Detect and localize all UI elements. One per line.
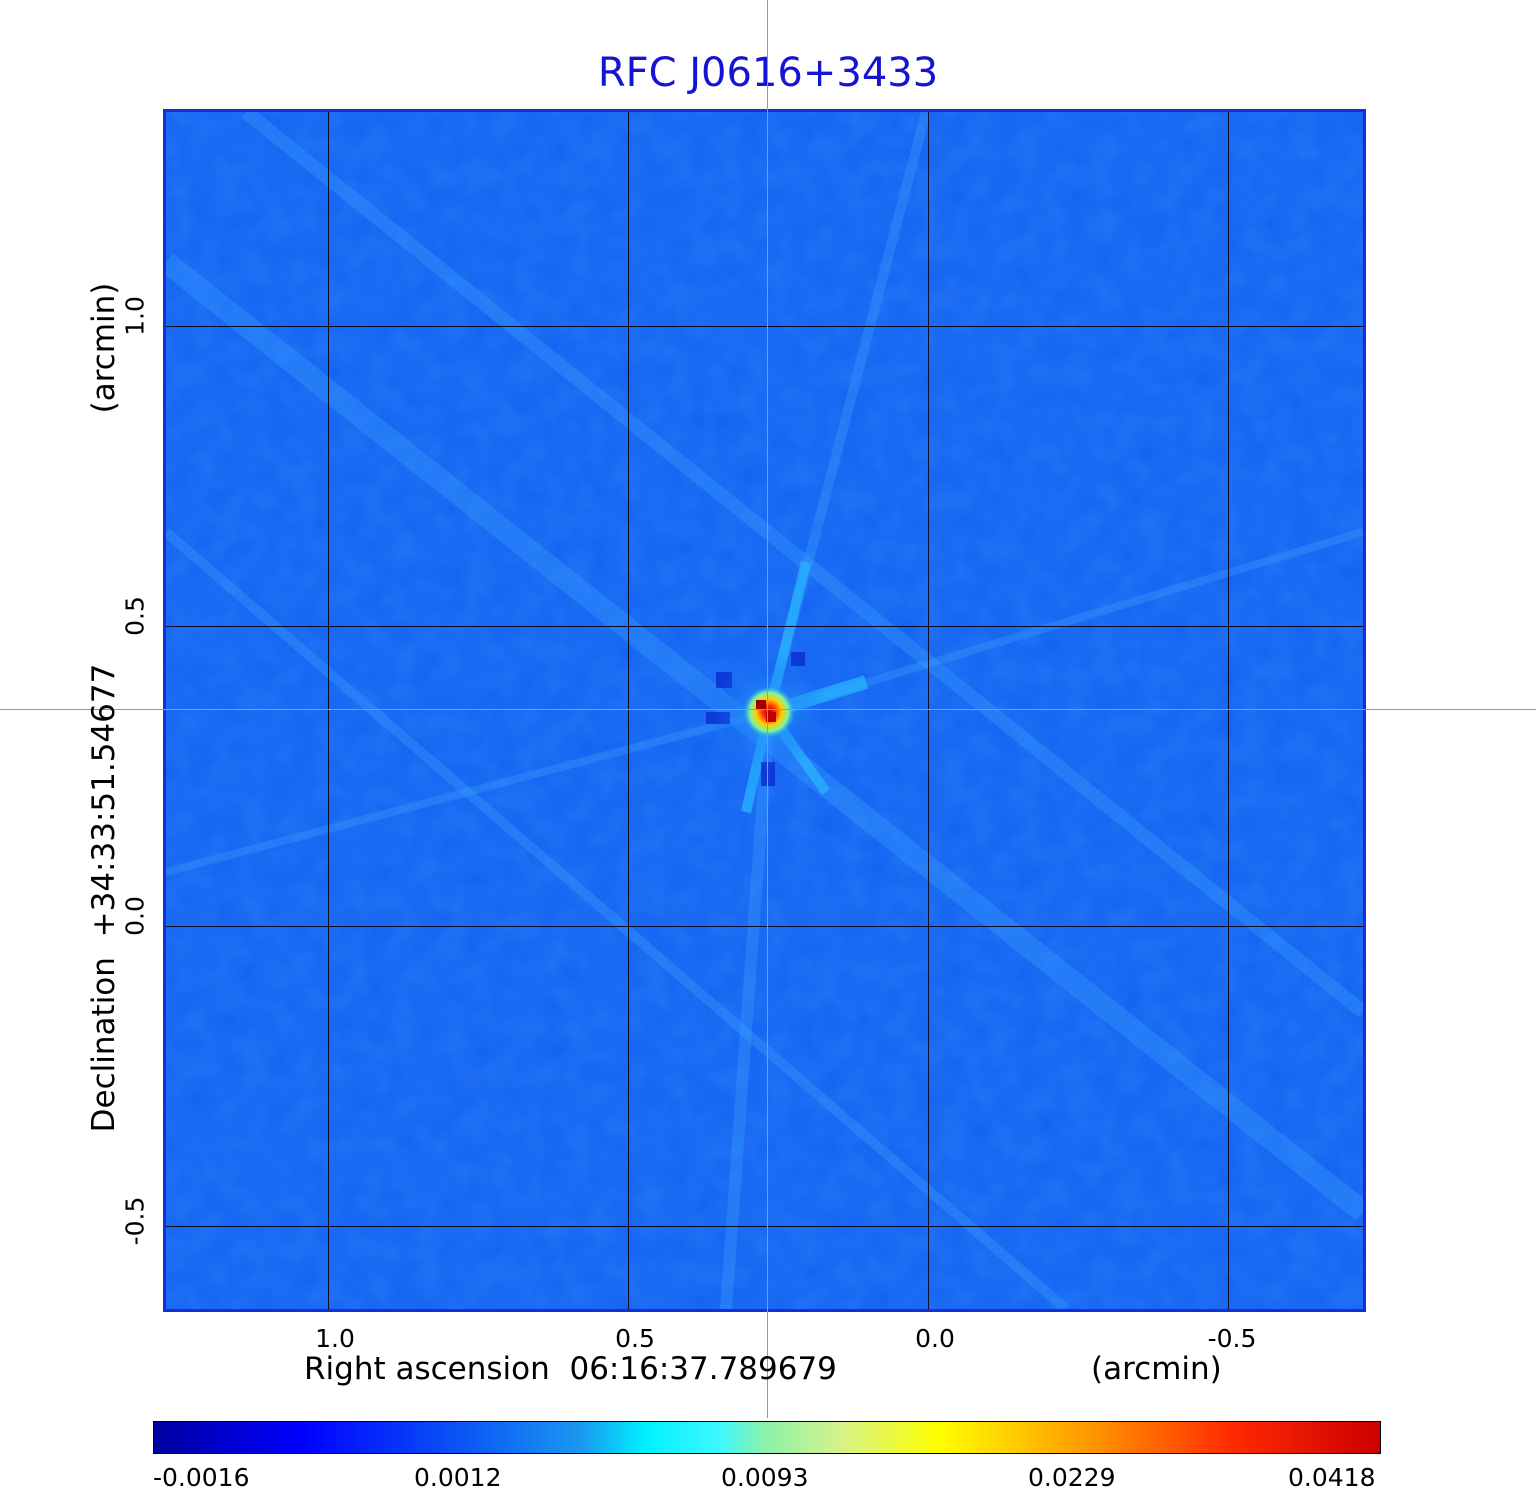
colorbar-tick-label: 0.0093 [721, 1463, 809, 1492]
x-tick-label: 0.5 [615, 1324, 655, 1353]
x-tick-label: -0.5 [1207, 1324, 1257, 1353]
colorbar [153, 1421, 1381, 1454]
y-tick-label: 1.0 [120, 296, 150, 336]
grid-line-dec-0-5 [166, 626, 1363, 627]
colorbar-tick-label: 0.0012 [414, 1463, 502, 1492]
y-tick-label: 0.5 [120, 596, 150, 636]
intensity-map-image [166, 112, 1363, 1309]
y-tick-label: -0.5 [120, 1196, 150, 1246]
grid-line-dec-1-0 [166, 326, 1363, 327]
colorbar-tick-label: 0.0229 [1028, 1463, 1116, 1492]
intensity-map[interactable] [163, 109, 1366, 1312]
y-axis-label: Declination +34:33:51.54677 [86, 663, 122, 1133]
x-tick-label: 0.0 [915, 1324, 955, 1353]
crosshair-horizontal-line [0, 709, 1536, 710]
grid-line-ra-1-0 [328, 112, 329, 1309]
grid-line-ra-0-5 [628, 112, 629, 1309]
grid-line-ra-neg-0-5 [1228, 112, 1229, 1309]
x-axis-unit: (arcmin) [1091, 1351, 1222, 1387]
y-tick-label: 0.0 [120, 896, 150, 936]
grid-line-dec-0-0 [166, 926, 1363, 927]
x-axis-label: Right ascension 06:16:37.789679 [304, 1351, 837, 1387]
grid-line-ra-0-0 [928, 112, 929, 1309]
x-tick-label: 1.0 [315, 1324, 355, 1353]
grid-line-dec-neg-0-5 [166, 1226, 1363, 1227]
y-axis-unit: (arcmin) [86, 282, 122, 414]
map-title: RFC J0616+3433 [597, 50, 939, 96]
colorbar-tick-label: -0.0016 [153, 1463, 250, 1492]
colorbar-tick-label: 0.0418 [1288, 1463, 1376, 1492]
